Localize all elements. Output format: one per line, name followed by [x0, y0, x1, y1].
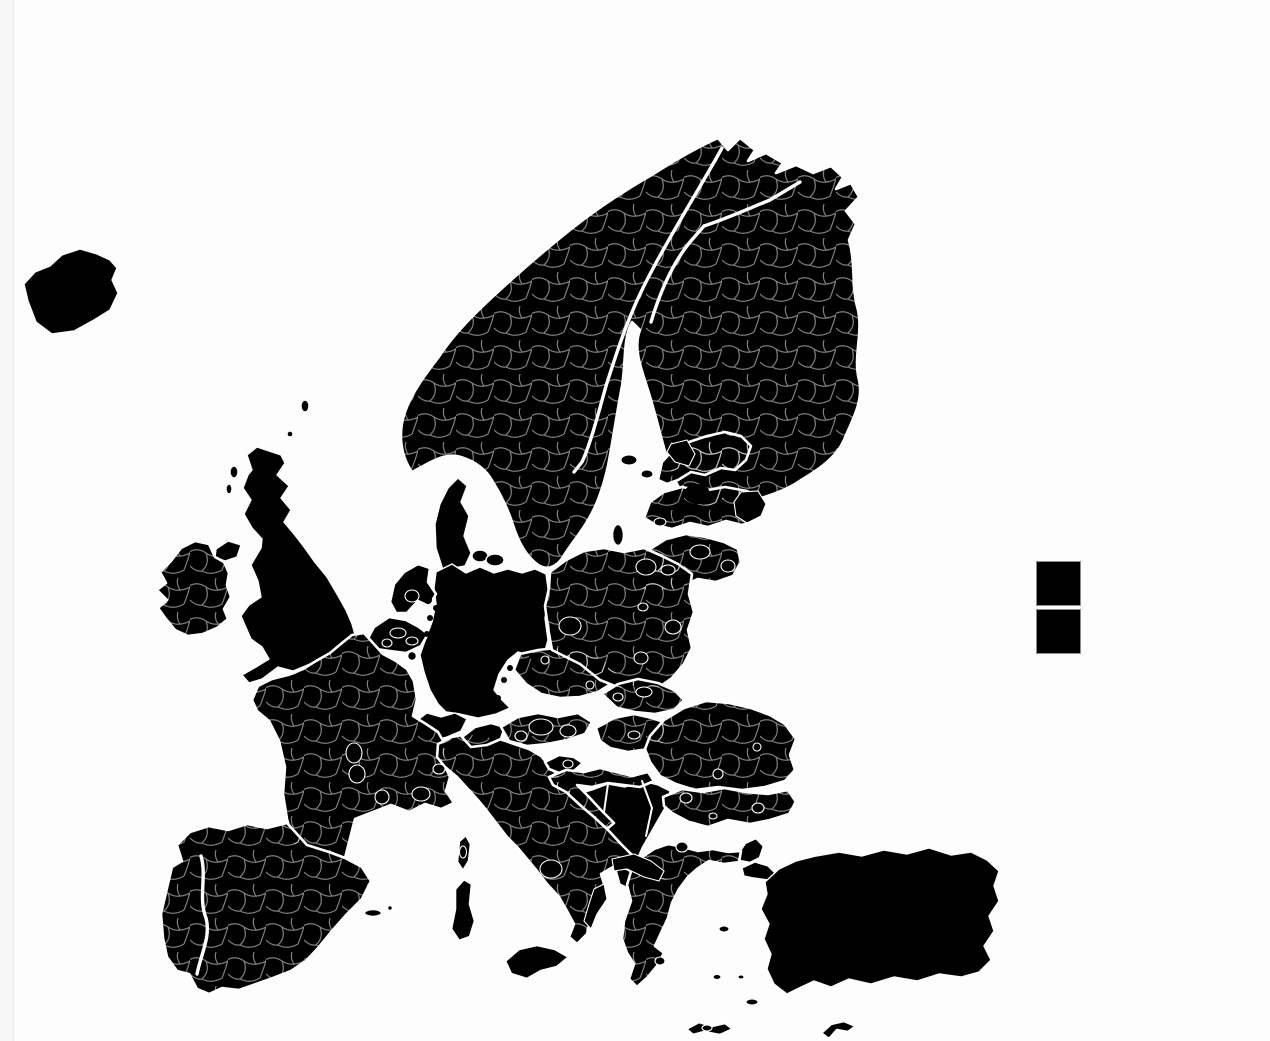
region-scandinavia-finland [399, 136, 862, 570]
legend-item-yes [1036, 561, 1099, 606]
region-sardinia [449, 877, 477, 943]
region-aegean-island-4 [712, 973, 722, 981]
legend-swatch-yes [1036, 561, 1081, 606]
legend-swatch-no [1036, 609, 1081, 654]
region-turkey [760, 847, 1000, 995]
region-thrace-green [735, 836, 766, 865]
region-aegean-island [718, 925, 730, 933]
region-netherlands [388, 562, 438, 615]
region-balearics [362, 907, 384, 919]
region-aegean-island-2 [745, 998, 759, 1006]
country-border-lines [195, 146, 802, 976]
legend-item-no [1036, 609, 1099, 654]
map-legend [1036, 549, 1099, 657]
region-balearics-2 [385, 903, 395, 913]
region-iceland [23, 248, 119, 335]
region-denmark [434, 477, 472, 571]
region-orkney [286, 430, 294, 438]
region-hebrides-2 [225, 483, 233, 495]
nsp-yes-patches [424, 558, 765, 1032]
region-denmark-islands-2 [485, 553, 505, 567]
region-cyprus [819, 1019, 858, 1041]
region-shetland [300, 399, 310, 413]
region-gotland [610, 522, 626, 548]
region-sicily [503, 943, 571, 981]
page-left-gutter [0, 0, 14, 1041]
region-luxembourg [405, 649, 419, 663]
gulf-of-riga [684, 484, 710, 504]
region-hebrides [229, 465, 239, 479]
region-aegean-island-3 [737, 974, 745, 980]
nsp-no-patches [345, 439, 767, 931]
germany-yes-districts [424, 577, 543, 703]
